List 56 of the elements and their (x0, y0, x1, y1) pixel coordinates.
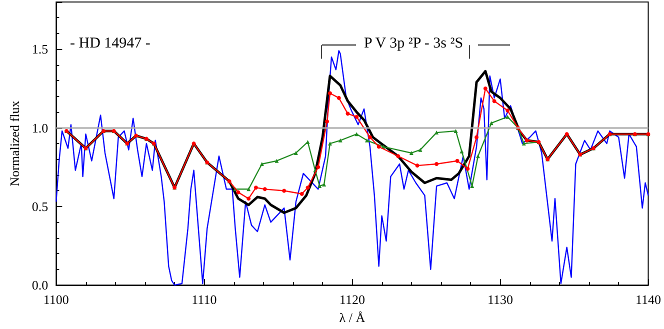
x-tick-label: 1110 (192, 292, 217, 308)
point (506, 108, 510, 113)
y-tick-label: 0.5 (32, 198, 48, 214)
point (415, 164, 420, 168)
x-tick-label: 1140 (635, 292, 662, 308)
annotation: P V 3p ²P - 3s ²S (364, 36, 464, 52)
point (454, 128, 458, 133)
point (346, 112, 350, 116)
annotation: | (320, 44, 324, 60)
y-tick-label: 0.0 (32, 278, 48, 293)
point (262, 187, 267, 192)
point (409, 150, 414, 155)
point (274, 158, 279, 163)
point (254, 186, 258, 190)
point (328, 91, 332, 96)
x-tick-label: 1130 (487, 292, 513, 308)
point (300, 192, 304, 196)
point (460, 149, 464, 154)
point (246, 196, 251, 201)
point (524, 138, 529, 142)
point (434, 130, 439, 135)
point (328, 142, 332, 146)
point (260, 162, 264, 166)
point (522, 142, 526, 146)
point (338, 138, 342, 142)
y-tick-label: 1.5 (32, 42, 48, 57)
point (368, 135, 372, 140)
point (322, 182, 326, 186)
point (492, 99, 496, 104)
x-tick-label: 1100 (43, 292, 69, 308)
x-axis-title: λ / Å (339, 310, 366, 325)
point (336, 96, 341, 100)
point (306, 140, 310, 144)
point (506, 114, 510, 119)
annotation: | (468, 44, 472, 60)
point (294, 150, 298, 155)
annotation: - HD 14947 - (70, 36, 150, 52)
y-axis-title: Normalized flux (7, 100, 22, 186)
point (376, 144, 381, 149)
point (306, 186, 310, 190)
point (354, 114, 359, 119)
point (476, 154, 480, 158)
point (434, 162, 439, 166)
point (316, 165, 320, 170)
point (483, 86, 488, 90)
point (455, 158, 460, 163)
point (365, 138, 369, 142)
x-tick-label: 1120 (339, 292, 365, 308)
point (282, 188, 286, 193)
y-tick-label: 1.0 (32, 120, 48, 136)
point (236, 190, 240, 194)
point (474, 135, 479, 140)
point (396, 154, 400, 158)
point (325, 120, 330, 124)
point (418, 148, 422, 152)
point (466, 166, 470, 171)
